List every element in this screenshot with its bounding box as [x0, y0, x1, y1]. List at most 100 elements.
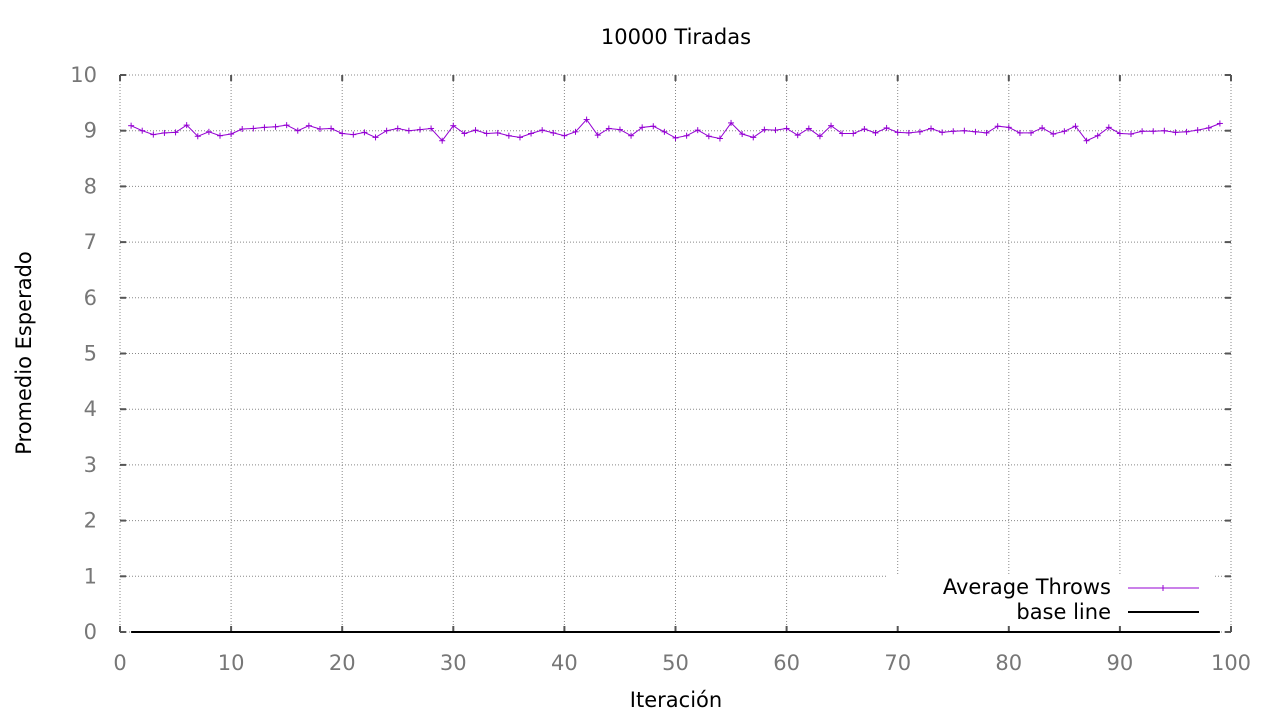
x-axis-label: Iteración: [630, 688, 722, 712]
legend-marker-average-throws: [1160, 585, 1166, 591]
y-axis-label: Promedio Esperado: [12, 251, 36, 455]
data-point: [172, 129, 179, 136]
legend-label-base-line: base line: [1016, 600, 1111, 624]
data-point: [305, 122, 312, 129]
data-point: [205, 128, 212, 135]
data-point: [139, 127, 146, 134]
grid-layer: [119, 74, 1232, 633]
data-point: [1072, 123, 1079, 130]
legend: Average Throws base line: [886, 574, 1214, 626]
data-point: [261, 124, 268, 131]
data-point: [1183, 128, 1190, 135]
data-point: [939, 129, 946, 136]
data-point: [339, 130, 346, 137]
data-point: [194, 133, 201, 140]
data-point: [972, 128, 979, 135]
data-point: [1039, 124, 1046, 131]
data-point: [150, 131, 157, 138]
x-tick-label: 20: [329, 651, 356, 675]
data-point: [216, 132, 223, 139]
data-point: [416, 126, 423, 133]
data-point: [928, 125, 935, 132]
x-tick-label: 30: [440, 651, 467, 675]
y-tick-label: 4: [84, 397, 97, 421]
data-point: [161, 129, 168, 136]
data-point: [539, 127, 546, 134]
data-point: [616, 126, 623, 133]
y-tick-label: 2: [84, 509, 97, 533]
data-point: [328, 125, 335, 132]
data-point: [1161, 127, 1168, 134]
data-point: [639, 124, 646, 131]
data-point: [528, 130, 535, 137]
data-point: [605, 125, 612, 132]
data-point: [550, 129, 557, 136]
x-tick-label: 0: [113, 651, 126, 675]
data-point: [1116, 130, 1123, 137]
y-tick-label: 8: [84, 174, 97, 198]
y-tick-label: 9: [84, 119, 97, 143]
data-point: [672, 134, 679, 141]
x-tick-label: 10: [218, 651, 245, 675]
data-point: [1128, 131, 1135, 138]
data-point: [439, 137, 446, 144]
data-point: [1083, 137, 1090, 144]
data-point: [350, 131, 357, 138]
data-point: [1016, 129, 1023, 136]
data-point: [183, 122, 190, 129]
data-point: [839, 130, 846, 137]
data-point: [583, 116, 590, 123]
data-point: [683, 132, 690, 139]
series-layer: [128, 116, 1223, 633]
data-point: [505, 132, 512, 139]
data-point: [883, 124, 890, 131]
legend-label-average-throws: Average Throws: [943, 575, 1111, 599]
x-tick-label: 70: [884, 651, 911, 675]
y-tick-label: 7: [84, 230, 97, 254]
data-point: [394, 125, 401, 132]
data-point: [761, 126, 768, 133]
y-tick-label: 5: [84, 342, 97, 366]
data-point: [772, 127, 779, 134]
data-point: [1216, 120, 1223, 127]
data-point: [1094, 132, 1101, 139]
x-tick-label: 50: [662, 651, 689, 675]
data-point: [861, 126, 868, 133]
data-point: [472, 127, 479, 134]
data-point: [361, 129, 368, 136]
data-point: [228, 131, 235, 138]
x-tick-label: 100: [1211, 651, 1251, 675]
data-point: [283, 122, 290, 129]
data-point: [383, 127, 390, 134]
data-point: [405, 127, 412, 134]
data-point: [128, 122, 135, 129]
data-point: [794, 132, 801, 139]
data-point: [450, 122, 457, 129]
chart-title: 10000 Tiradas: [601, 25, 751, 49]
data-point: [494, 129, 501, 136]
x-tick-label: 90: [1107, 651, 1134, 675]
data-point: [728, 119, 735, 126]
data-point: [916, 128, 923, 135]
data-point: [561, 132, 568, 139]
data-point: [950, 128, 957, 135]
data-point: [594, 132, 601, 139]
y-tick-label: 3: [84, 453, 97, 477]
data-point: [250, 125, 257, 132]
y-tick-label: 0: [84, 620, 97, 644]
data-point: [716, 135, 723, 142]
data-point: [661, 128, 668, 135]
data-point: [372, 134, 379, 141]
data-point: [783, 125, 790, 132]
data-point: [850, 130, 857, 137]
y-tick-label: 6: [84, 286, 97, 310]
legend-background: [886, 574, 1214, 626]
x-tick-label: 40: [551, 651, 578, 675]
data-point: [572, 128, 579, 135]
data-point: [428, 125, 435, 132]
data-point: [294, 127, 301, 134]
data-point: [1172, 129, 1179, 136]
data-point: [628, 132, 635, 139]
data-point: [1205, 124, 1212, 131]
